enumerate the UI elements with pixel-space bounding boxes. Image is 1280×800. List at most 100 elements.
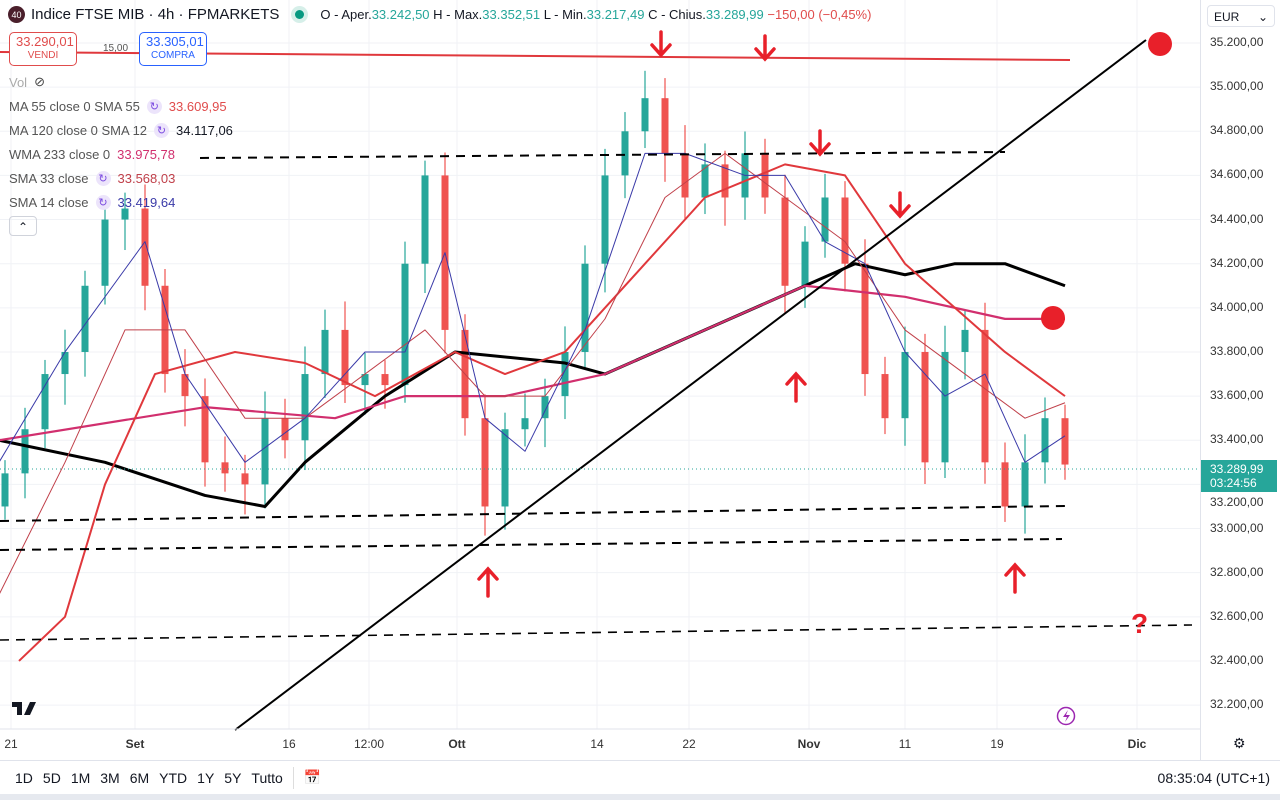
- range-button-5d[interactable]: 5D: [42, 769, 61, 786]
- candle: [901, 351, 909, 419]
- candle: [101, 219, 109, 286]
- symbol-title[interactable]: Indice FTSE MIB · 4h · FPMARKETS: [31, 6, 280, 23]
- marker-dot[interactable]: [1041, 306, 1065, 330]
- candle: [181, 374, 189, 397]
- candle: [321, 329, 329, 375]
- candle: [961, 329, 969, 352]
- candle: [421, 175, 429, 264]
- candle: [1021, 462, 1029, 507]
- ma-line-sma-14: [0, 152, 1066, 463]
- volume-indicator[interactable]: Vol ⊘: [9, 74, 45, 90]
- buy-button[interactable]: 33.305,01 COMPRA: [139, 32, 207, 66]
- range-button-1m[interactable]: 1M: [70, 769, 91, 786]
- lightning-icon[interactable]: [1056, 706, 1076, 726]
- collapse-legend-button[interactable]: ⌃: [9, 216, 37, 236]
- indicator-wma233[interactable]: WMA 233 close 0 33.975,78: [9, 147, 175, 162]
- sell-label: VENDI: [27, 50, 59, 61]
- volume-label: Vol: [9, 74, 28, 90]
- range-button-6m[interactable]: 6M: [129, 769, 150, 786]
- price-tick: 34.200,00: [1210, 255, 1264, 270]
- time-tick: 14: [590, 737, 604, 751]
- candle: [341, 329, 349, 386]
- candle: [921, 351, 929, 463]
- symbol-legend[interactable]: 40 Indice FTSE MIB · 4h · FPMARKETS O - …: [8, 6, 871, 23]
- time-tick: 16: [282, 737, 296, 751]
- time-tick: Dic: [1128, 737, 1147, 751]
- candle: [221, 462, 229, 474]
- candle: [581, 263, 589, 352]
- buy-label: COMPRA: [151, 50, 195, 61]
- dashed-support-32950[interactable]: [0, 538, 1063, 551]
- settings-icon[interactable]: ⚙: [1233, 735, 1246, 751]
- candle: [201, 396, 209, 463]
- refresh-icon[interactable]: ↻: [154, 123, 170, 138]
- range-button-1y[interactable]: 1Y: [197, 769, 215, 786]
- indicator-sma14[interactable]: SMA 14 close ↻ 33.419,64: [9, 195, 175, 210]
- price-tick: 32.200,00: [1210, 697, 1264, 712]
- candle: [1041, 418, 1049, 463]
- currency-select[interactable]: EUR ⌄: [1207, 5, 1275, 27]
- refresh-icon[interactable]: ↻: [95, 195, 111, 210]
- price-tick: 33.400,00: [1210, 432, 1264, 447]
- indicator-ma55[interactable]: MA 55 close 0 SMA 55 ↻ 33.609,95: [9, 99, 227, 114]
- sell-button[interactable]: 33.290,01 VENDI: [9, 32, 77, 66]
- tradingview-logo[interactable]: [12, 702, 36, 715]
- candle: [61, 351, 69, 375]
- range-button-tutto[interactable]: Tutto: [251, 769, 283, 786]
- time-tick: Nov: [798, 737, 821, 751]
- arrow-down-icon: [650, 30, 672, 58]
- price-tick: 34.600,00: [1210, 167, 1264, 182]
- trend-line[interactable]: [234, 39, 1147, 731]
- dashed-level-34750[interactable]: [199, 151, 1006, 159]
- arrow-up-icon: [477, 566, 499, 598]
- indicator-value: 33.609,95: [168, 99, 227, 114]
- indicator-ma120[interactable]: MA 120 close 0 SMA 12 ↻ 34.117,06: [9, 123, 233, 138]
- time-tick: 19: [990, 737, 1004, 751]
- candle: [241, 473, 249, 485]
- candle: [861, 263, 869, 375]
- indicator-value: 33.419,64: [117, 195, 176, 210]
- range-button-3m[interactable]: 3M: [100, 769, 120, 786]
- indicator-label: MA 55 close 0 SMA 55: [9, 99, 140, 114]
- candle: [721, 164, 729, 198]
- range-button-1d[interactable]: 1D: [15, 769, 33, 786]
- refresh-icon[interactable]: ↻: [146, 99, 162, 114]
- calendar-goto-icon[interactable]: 📅: [303, 769, 322, 785]
- indicator-sma33[interactable]: SMA 33 close ↻ 33.568,03: [9, 171, 175, 186]
- indicator-value: 33.975,78: [117, 147, 175, 162]
- price-tick: 34.400,00: [1210, 211, 1264, 226]
- current-price: 33.289,99: [1210, 462, 1264, 476]
- time-tick: 11: [899, 737, 912, 751]
- eye-hidden-icon[interactable]: ⊘: [34, 74, 45, 89]
- candle: [821, 197, 829, 242]
- candle: [781, 197, 789, 286]
- bar-countdown: 03:24:56: [1210, 476, 1257, 490]
- candle: [941, 351, 949, 463]
- chevron-down-icon: ⌄: [1257, 10, 1268, 24]
- candle: [561, 351, 569, 397]
- indicator-value: 33.568,03: [117, 171, 176, 186]
- marker-dot[interactable]: [1148, 32, 1172, 56]
- candle: [701, 164, 709, 198]
- candle: [881, 374, 889, 419]
- price-axis[interactable]: EUR ⌄ 35.200,00 35.000,00 34.800,00 34.600,0…: [1200, 0, 1280, 760]
- refresh-icon[interactable]: ↻: [95, 171, 111, 186]
- clock[interactable]: 08:35:04 (UTC+1): [1157, 769, 1270, 786]
- time-tick: 22: [682, 737, 696, 751]
- candle: [501, 429, 509, 507]
- dashed-level-32550[interactable]: [0, 624, 1193, 641]
- time-tick: Set: [126, 737, 145, 751]
- range-button-5y[interactable]: 5Y: [224, 769, 242, 786]
- ma-line-ma-55: [18, 163, 1066, 662]
- arrow-down-icon: [809, 129, 831, 157]
- price-chart[interactable]: ? 21 Set 16 12:00 Ott 14 22 Nov 11 19 Dic: [0, 0, 1200, 760]
- dashed-support-33100[interactable]: [0, 505, 1066, 522]
- candle: [261, 418, 269, 485]
- range-button-ytd[interactable]: YTD: [159, 769, 188, 786]
- candle: [841, 197, 849, 264]
- price-tick: 34.800,00: [1210, 123, 1264, 138]
- candle: [21, 429, 29, 474]
- candle: [81, 285, 89, 352]
- ma-line-ma-120: [0, 262, 1066, 508]
- price-tick: 33.800,00: [1210, 343, 1264, 358]
